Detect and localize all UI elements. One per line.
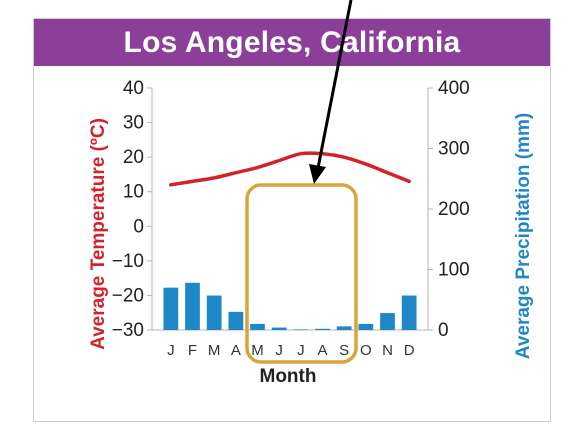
month-label: J bbox=[275, 342, 283, 359]
month-label: O bbox=[360, 342, 372, 359]
month-label: J bbox=[297, 342, 305, 359]
month-label: M bbox=[251, 342, 264, 359]
right-tick-label: 200 bbox=[438, 199, 470, 220]
month-label: A bbox=[231, 342, 241, 359]
precipitation-bar bbox=[380, 313, 395, 330]
month-label: A bbox=[317, 342, 327, 359]
precipitation-bar bbox=[293, 329, 309, 330]
title-bar: Los Angeles, California bbox=[34, 19, 550, 66]
month-label: M bbox=[208, 342, 221, 359]
chart-card: Los Angeles, California bbox=[33, 18, 551, 422]
precipitation-bar bbox=[185, 282, 200, 330]
arrow-annotation bbox=[309, 0, 353, 184]
month-label: J bbox=[167, 342, 175, 359]
right-tick-label: 300 bbox=[438, 139, 470, 160]
left-tick-label: 20 bbox=[123, 147, 144, 168]
precipitation-bar bbox=[401, 295, 417, 330]
month-label: F bbox=[188, 342, 197, 359]
precipitation-bar bbox=[250, 323, 265, 330]
right-tick-label: 0 bbox=[438, 320, 449, 341]
precipitation-bars bbox=[163, 282, 417, 330]
arrow-head bbox=[309, 164, 326, 184]
right-axis-title: Average Precipitation (mm) bbox=[513, 113, 534, 359]
chart-title: Los Angeles, California bbox=[123, 25, 461, 59]
temperature-line bbox=[169, 151, 411, 187]
right-tick-labels: 400 300 200 100 0 bbox=[428, 78, 470, 341]
month-label: S bbox=[339, 342, 349, 359]
x-axis-title: Month bbox=[260, 366, 317, 387]
month-label: D bbox=[404, 342, 415, 359]
precipitation-bar bbox=[206, 295, 222, 330]
left-tick-label: 0 bbox=[133, 216, 144, 237]
right-tick-label: 400 bbox=[438, 78, 470, 99]
left-tick-label: −30 bbox=[112, 320, 144, 341]
left-tick-label: −10 bbox=[112, 251, 144, 272]
precipitation-bar bbox=[228, 311, 244, 330]
precipitation-bar bbox=[163, 287, 179, 330]
precipitation-bar bbox=[336, 326, 352, 330]
left-axis-title: Average Temperature (ºC) bbox=[88, 118, 109, 350]
highlight-box bbox=[245, 183, 358, 364]
precipitation-bar bbox=[315, 328, 330, 330]
right-tick-label: 100 bbox=[438, 260, 470, 281]
precipitation-bar bbox=[271, 327, 287, 330]
left-tick-label: 40 bbox=[123, 78, 144, 99]
left-tick-label: −20 bbox=[112, 285, 144, 306]
left-tick-label: 30 bbox=[123, 113, 144, 134]
left-tick-label: 10 bbox=[123, 182, 144, 203]
arrow-shaft bbox=[316, 0, 353, 169]
left-tick-labels: 40 30 20 10 0 −10 −20 −30 bbox=[112, 78, 152, 341]
precipitation-bar bbox=[358, 323, 374, 330]
month-label: N bbox=[382, 342, 393, 359]
